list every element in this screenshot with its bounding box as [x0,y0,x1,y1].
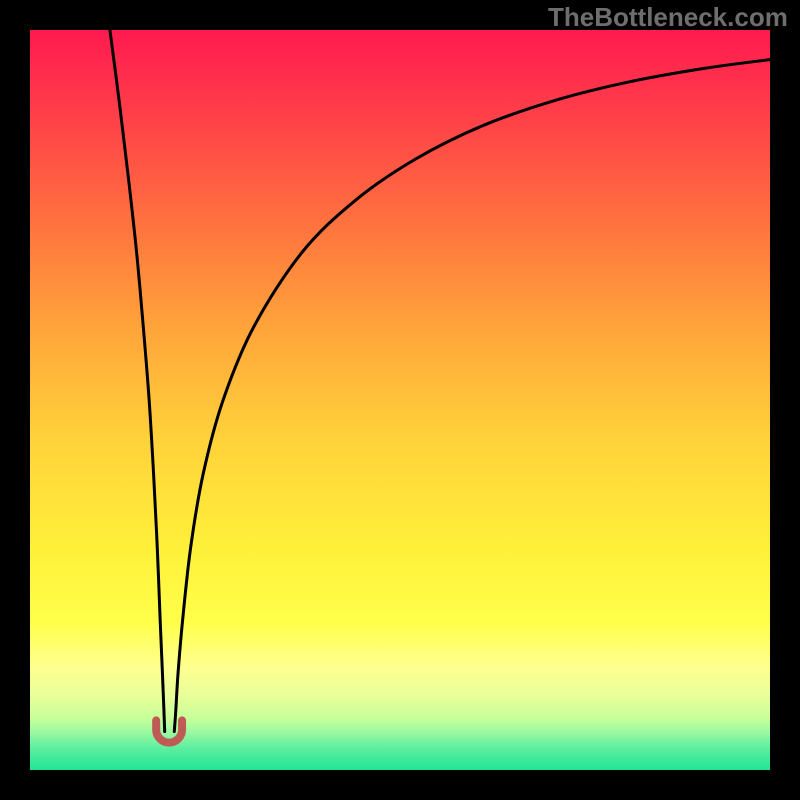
watermark-text: TheBottleneck.com [548,2,788,33]
plot-background [30,30,770,770]
chart-canvas: TheBottleneck.com [0,0,800,800]
chart-svg [0,0,800,800]
